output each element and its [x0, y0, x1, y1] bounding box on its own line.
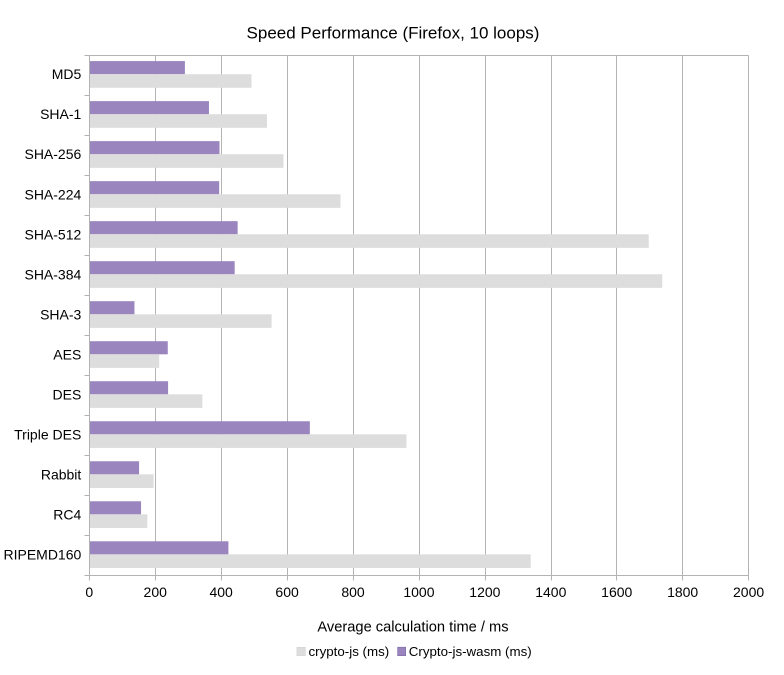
svg-text:MD5: MD5	[52, 66, 82, 82]
svg-text:1800: 1800	[667, 584, 698, 600]
svg-text:1600: 1600	[601, 584, 632, 600]
svg-text:RC4: RC4	[53, 506, 81, 522]
svg-text:Crypto-js-wasm (ms): Crypto-js-wasm (ms)	[409, 644, 532, 659]
svg-text:SHA-224: SHA-224	[24, 186, 81, 202]
svg-text:2000: 2000	[733, 584, 764, 600]
svg-text:RIPEMD160: RIPEMD160	[3, 546, 81, 562]
svg-text:AES: AES	[53, 346, 81, 362]
svg-text:SHA-512: SHA-512	[24, 226, 81, 242]
svg-text:1400: 1400	[535, 584, 566, 600]
svg-text:DES: DES	[53, 386, 82, 402]
svg-text:SHA-1: SHA-1	[40, 106, 81, 122]
svg-text:200: 200	[144, 584, 168, 600]
svg-text:Average calculation time / ms: Average calculation time / ms	[317, 619, 508, 635]
svg-text:600: 600	[275, 584, 299, 600]
svg-text:800: 800	[341, 584, 365, 600]
svg-text:SHA-384: SHA-384	[24, 266, 81, 282]
svg-text:Triple DES: Triple DES	[14, 426, 81, 442]
svg-text:400: 400	[209, 584, 233, 600]
svg-text:0: 0	[85, 584, 93, 600]
svg-text:Speed Performance (Firefox, 10: Speed Performance (Firefox, 10 loops)	[247, 24, 540, 43]
svg-text:SHA-256: SHA-256	[24, 146, 81, 162]
svg-text:1200: 1200	[469, 584, 500, 600]
svg-text:Rabbit: Rabbit	[41, 466, 82, 482]
svg-text:1000: 1000	[403, 584, 434, 600]
svg-text:SHA-3: SHA-3	[40, 306, 81, 322]
svg-text:crypto-js (ms): crypto-js (ms)	[309, 644, 390, 659]
